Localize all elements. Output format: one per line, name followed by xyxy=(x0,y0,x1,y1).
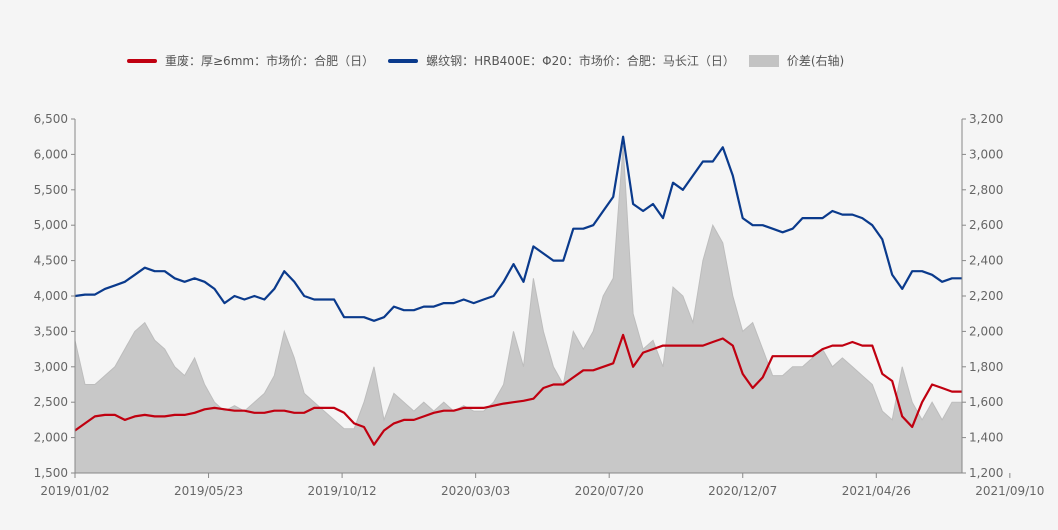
left-tick-label: 1,500 xyxy=(34,466,68,480)
x-tick-label: 2021/04/26 xyxy=(842,484,911,498)
right-tick-label: 1,600 xyxy=(969,395,1003,409)
left-tick-label: 2,000 xyxy=(34,431,68,445)
right-tick-label: 2,000 xyxy=(969,324,1003,338)
right-tick-label: 3,200 xyxy=(969,112,1003,126)
legend: 重废：厚≥6mm：市场价：合肥（日） 螺纹钢：HRB400E：Φ20：市场价：合… xyxy=(127,52,858,69)
legend-label-spread: 价差(右轴) xyxy=(786,54,845,68)
right-tick-label: 2,400 xyxy=(969,254,1003,268)
right-tick-label: 2,800 xyxy=(969,183,1003,197)
x-tick-label: 2019/10/12 xyxy=(308,484,377,498)
legend-swatch-spread xyxy=(748,54,779,67)
series-line-scrap xyxy=(74,333,962,446)
series-line-rebar xyxy=(74,135,962,322)
right-tick-label: 1,800 xyxy=(969,360,1003,374)
legend-item-scrap: 重废：厚≥6mm：市场价：合肥（日） xyxy=(127,52,374,69)
left-tick-label: 3,500 xyxy=(34,324,68,338)
left-tick-label: 3,000 xyxy=(34,360,68,374)
right-tick-label: 1,200 xyxy=(969,466,1003,480)
legend-item-rebar: 螺纹钢：HRB400E：Φ20：市场价：合肥：马长江（日） xyxy=(388,52,735,69)
right-tick-label: 2,200 xyxy=(969,289,1003,303)
left-tick-label: 4,500 xyxy=(34,254,68,268)
right-tick-label: 2,600 xyxy=(969,218,1003,232)
x-tick-label: 2021/09/10 xyxy=(975,484,1044,498)
x-tick-label: 2020/07/20 xyxy=(575,484,644,498)
x-tick-label: 2019/01/02 xyxy=(40,484,109,498)
x-tick-label: 2019/05/23 xyxy=(174,484,243,498)
legend-swatch-scrap xyxy=(127,58,157,63)
legend-item-spread: 价差(右轴) xyxy=(748,52,845,69)
left-tick-label: 6,500 xyxy=(34,112,68,126)
x-tick-label: 2020/12/07 xyxy=(708,484,777,498)
x-tick-label: 2020/03/03 xyxy=(441,484,510,498)
left-tick-label: 5,000 xyxy=(34,218,68,232)
left-tick-label: 5,500 xyxy=(34,183,68,197)
legend-label-rebar: 螺纹钢：HRB400E：Φ20：市场价：合肥：马长江（日） xyxy=(426,54,735,68)
left-tick-label: 2,500 xyxy=(34,395,68,409)
series-area-spread xyxy=(74,145,963,474)
left-tick-label: 6,000 xyxy=(34,147,68,161)
legend-label-scrap: 重废：厚≥6mm：市场价：合肥（日） xyxy=(165,54,375,68)
right-tick-label: 3,000 xyxy=(969,147,1003,161)
legend-swatch-rebar xyxy=(388,58,419,63)
left-tick-label: 4,000 xyxy=(34,289,68,303)
right-tick-label: 1,400 xyxy=(969,431,1003,445)
